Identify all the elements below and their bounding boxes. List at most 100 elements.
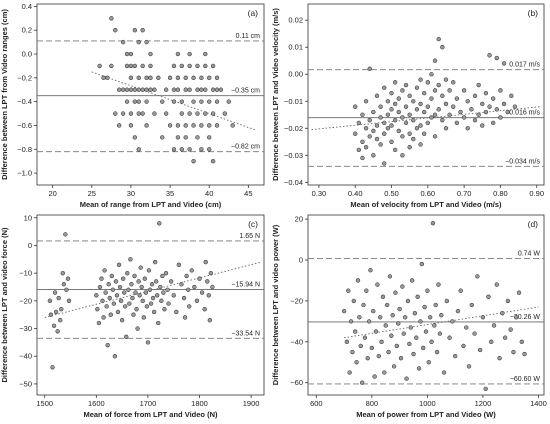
- y-tick-label: 0: [299, 256, 303, 265]
- y-tick-label: −0.4: [17, 97, 32, 106]
- data-point: [458, 288, 463, 293]
- panel-label: (c): [248, 219, 258, 229]
- data-point: [129, 282, 134, 287]
- data-point: [144, 123, 149, 128]
- data-point: [183, 123, 188, 128]
- data-point: [126, 287, 131, 292]
- y-tick-label: −0.03: [284, 151, 303, 160]
- data-point: [429, 339, 434, 344]
- data-point: [210, 87, 216, 92]
- data-point: [353, 131, 358, 136]
- data-point: [461, 343, 466, 349]
- data-point: [191, 123, 196, 128]
- data-point: [367, 117, 372, 123]
- data-point: [64, 287, 69, 292]
- data-point: [400, 153, 405, 158]
- data-point: [422, 90, 427, 96]
- data-point: [230, 123, 235, 128]
- data-point: [124, 99, 130, 104]
- data-point: [123, 304, 128, 309]
- data-point: [171, 293, 176, 298]
- x-tick-label: 0.70: [457, 189, 472, 198]
- data-point: [408, 325, 413, 330]
- data-point: [461, 88, 467, 93]
- data-point: [477, 347, 483, 353]
- reference-line-label: −15.94 N: [231, 282, 260, 289]
- data-point: [120, 111, 126, 116]
- data-point: [423, 329, 429, 334]
- data-point: [472, 331, 477, 336]
- reference-line-label: −0.016 m/s: [505, 110, 540, 117]
- data-point: [163, 270, 169, 276]
- x-tick-label: 35: [166, 189, 174, 198]
- x-tick-label: 1400: [530, 399, 547, 408]
- data-point: [519, 339, 524, 344]
- data-point: [414, 85, 420, 90]
- data-point: [106, 282, 111, 287]
- data-point: [422, 131, 427, 136]
- data-point: [47, 298, 53, 304]
- data-point: [392, 147, 398, 153]
- data-point: [390, 313, 395, 318]
- data-point: [407, 112, 412, 117]
- data-point: [501, 61, 507, 66]
- data-point: [97, 63, 102, 69]
- y-tick-label: 0.0: [22, 50, 32, 59]
- data-point: [143, 290, 149, 295]
- data-point: [465, 126, 470, 131]
- data-point: [199, 290, 205, 295]
- data-point: [203, 51, 208, 57]
- data-point: [165, 287, 170, 292]
- data-point: [489, 339, 494, 344]
- data-point: [355, 278, 361, 283]
- data-point: [447, 112, 452, 117]
- data-point: [184, 273, 189, 279]
- reference-line-label: 0.017 m/s: [509, 62, 540, 69]
- data-point: [475, 274, 480, 279]
- data-point: [179, 282, 184, 287]
- data-point: [432, 323, 437, 328]
- data-point: [418, 319, 423, 324]
- data-point: [400, 284, 405, 289]
- data-point: [155, 293, 160, 298]
- data-point: [469, 107, 474, 112]
- data-point: [210, 284, 215, 290]
- data-point: [136, 111, 141, 116]
- data-point: [150, 295, 156, 301]
- reference-line-label: −0.034 m/s: [505, 158, 540, 165]
- data-point: [140, 87, 145, 92]
- panel-2: 0.30 0.40 0.50 0.60 0.70 0.80 0.90 −0.04 −0.03 −0…: [271, 3, 545, 209]
- data-point: [203, 111, 208, 116]
- data-point: [426, 360, 431, 365]
- y-tick-label: −60: [290, 378, 303, 387]
- data-point: [206, 293, 211, 298]
- y-tick-label: −1.0: [17, 169, 32, 178]
- data-point: [389, 90, 394, 96]
- data-point: [124, 63, 130, 69]
- data-point: [501, 101, 507, 107]
- x-tick-label: 1900: [243, 399, 260, 408]
- data-point: [432, 112, 438, 117]
- data-point: [351, 298, 356, 304]
- data-point: [500, 311, 505, 316]
- data-point: [353, 104, 358, 109]
- data-point: [124, 87, 130, 92]
- data-point: [179, 111, 184, 116]
- data-point: [358, 343, 363, 349]
- data-point: [94, 293, 99, 298]
- data-point: [490, 120, 496, 126]
- x-tick-label: 1000: [419, 399, 436, 408]
- data-point: [127, 301, 132, 306]
- data-point: [195, 63, 200, 69]
- y-tick-label: −30: [19, 324, 32, 333]
- x-tick-label: 1500: [36, 399, 53, 408]
- data-point: [391, 364, 397, 369]
- data-point: [368, 268, 373, 273]
- data-point: [134, 306, 139, 312]
- data-point: [108, 312, 113, 317]
- data-point: [199, 87, 204, 92]
- data-point: [187, 63, 192, 69]
- panel-4: 600 800 1000 1200 1400 −60 −40 −20 0 20 Mean of po…: [271, 215, 547, 419]
- data-point: [139, 284, 144, 290]
- data-point: [347, 370, 352, 375]
